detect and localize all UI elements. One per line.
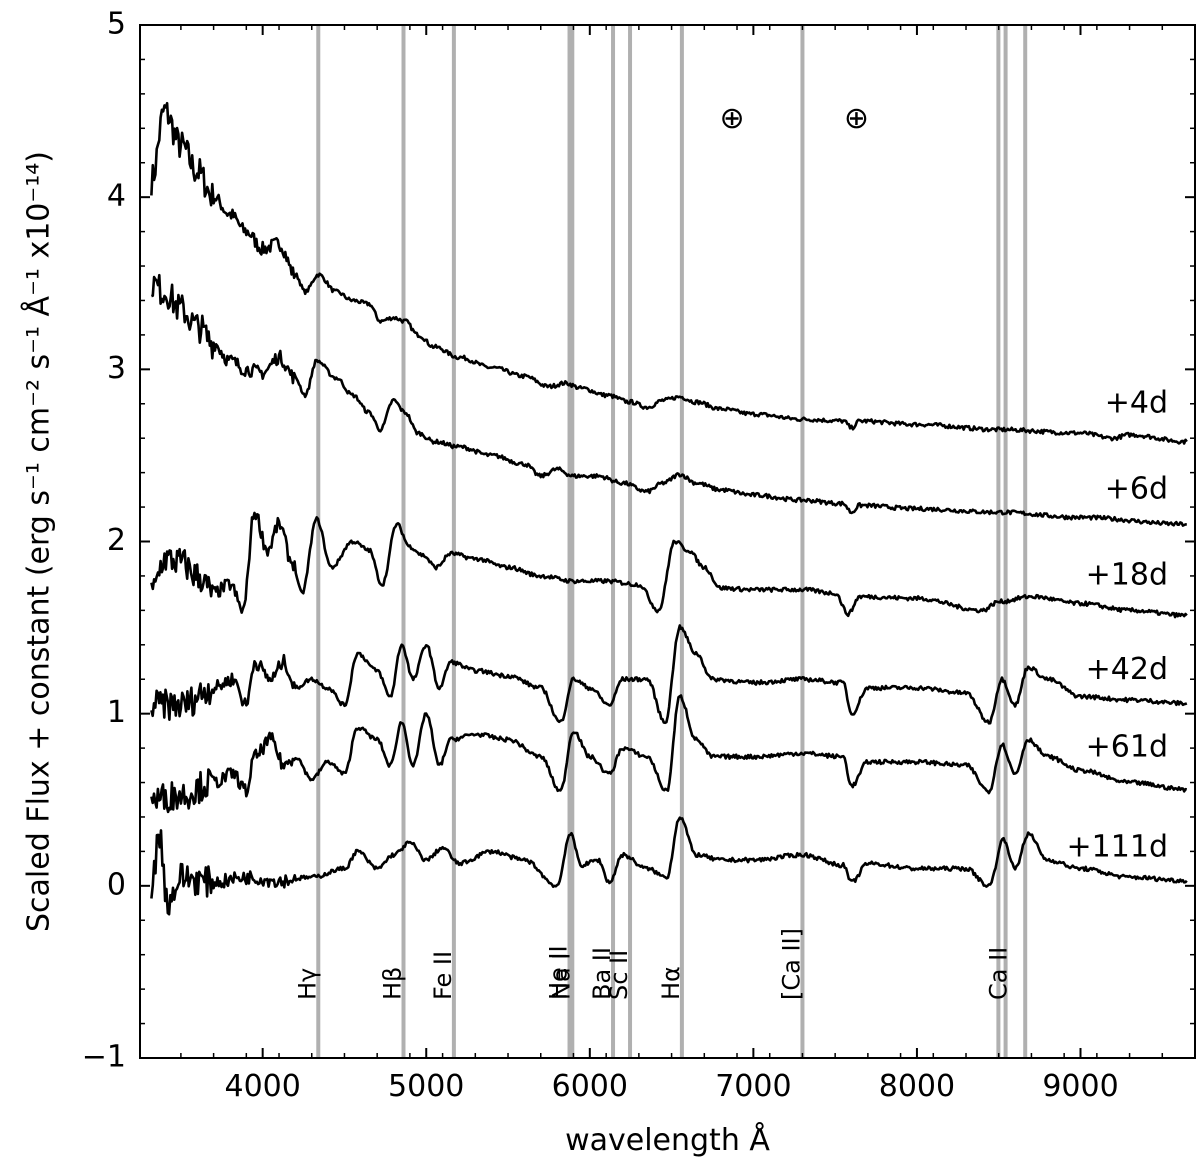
x-tick-label: 6000 [552, 1069, 628, 1104]
y-tick-label: 3 [107, 351, 126, 386]
epoch-label-2: +18d [1086, 557, 1168, 592]
epoch-label-4: +61d [1086, 730, 1168, 765]
line-marker-label-6: Sc II [605, 950, 633, 1000]
line-marker-label-3: He II [545, 945, 573, 1000]
epoch-label-1: +6d [1105, 471, 1168, 506]
y-tick-label: 4 [107, 179, 126, 214]
epoch-label-5: +111d [1067, 829, 1168, 864]
line-marker-label-8: [Ca II] [777, 928, 805, 1000]
x-axis-label: wavelength Å [565, 1122, 770, 1158]
y-tick-label: 2 [107, 523, 126, 558]
x-tick-label: 7000 [715, 1069, 791, 1104]
axes: 4000 5000 6000 7000 8000 9000 −1 0 1 2 3 4 5 [82, 7, 1196, 1104]
y-tick-label: −1 [82, 1040, 126, 1075]
spectrum-4dd [150, 101, 1188, 445]
line-marker-label-2: Fe II [429, 951, 457, 1000]
epoch-label-3: +42d [1086, 652, 1168, 687]
telluric-symbol-1: ⊕ [844, 101, 869, 136]
epoch-label-0: +4d [1105, 385, 1168, 420]
telluric-symbol-0: ⊕ [720, 101, 745, 136]
spectrum-111dd [150, 816, 1188, 916]
y-tick-label: 5 [107, 7, 126, 42]
spectra-series [150, 101, 1188, 916]
y-axis-label: Scaled Flux + constant (erg s⁻¹ cm⁻² s⁻¹… [21, 151, 57, 932]
x-tick-label: 5000 [388, 1069, 464, 1104]
y-tick-label: 0 [107, 867, 126, 902]
x-tick-label: 4000 [224, 1069, 300, 1104]
x-tick-label: 8000 [879, 1069, 955, 1104]
spectrum-61dd [150, 694, 1187, 814]
line-marker-label-7: Hα [657, 966, 685, 1000]
line-marker-label-5: Ba II [588, 947, 616, 1000]
epoch-labels: +4d +6d +18d +42d +61d +111d [1067, 385, 1168, 864]
line-marker-label-4: Na I [547, 953, 575, 1000]
y-tick-label: 1 [107, 695, 126, 730]
line-marker-label-0: Hγ [293, 968, 321, 1000]
spectrum-18dd [150, 511, 1188, 619]
line-marker-label-9: Ca II [985, 947, 1013, 1000]
line-marker-label-1: Hβ [379, 967, 407, 1000]
spectrum-6dd [150, 273, 1187, 527]
spectrum-42dd [150, 624, 1188, 725]
x-tick-label: 9000 [1042, 1069, 1118, 1104]
telluric-symbols: ⊕ ⊕ [720, 101, 869, 136]
